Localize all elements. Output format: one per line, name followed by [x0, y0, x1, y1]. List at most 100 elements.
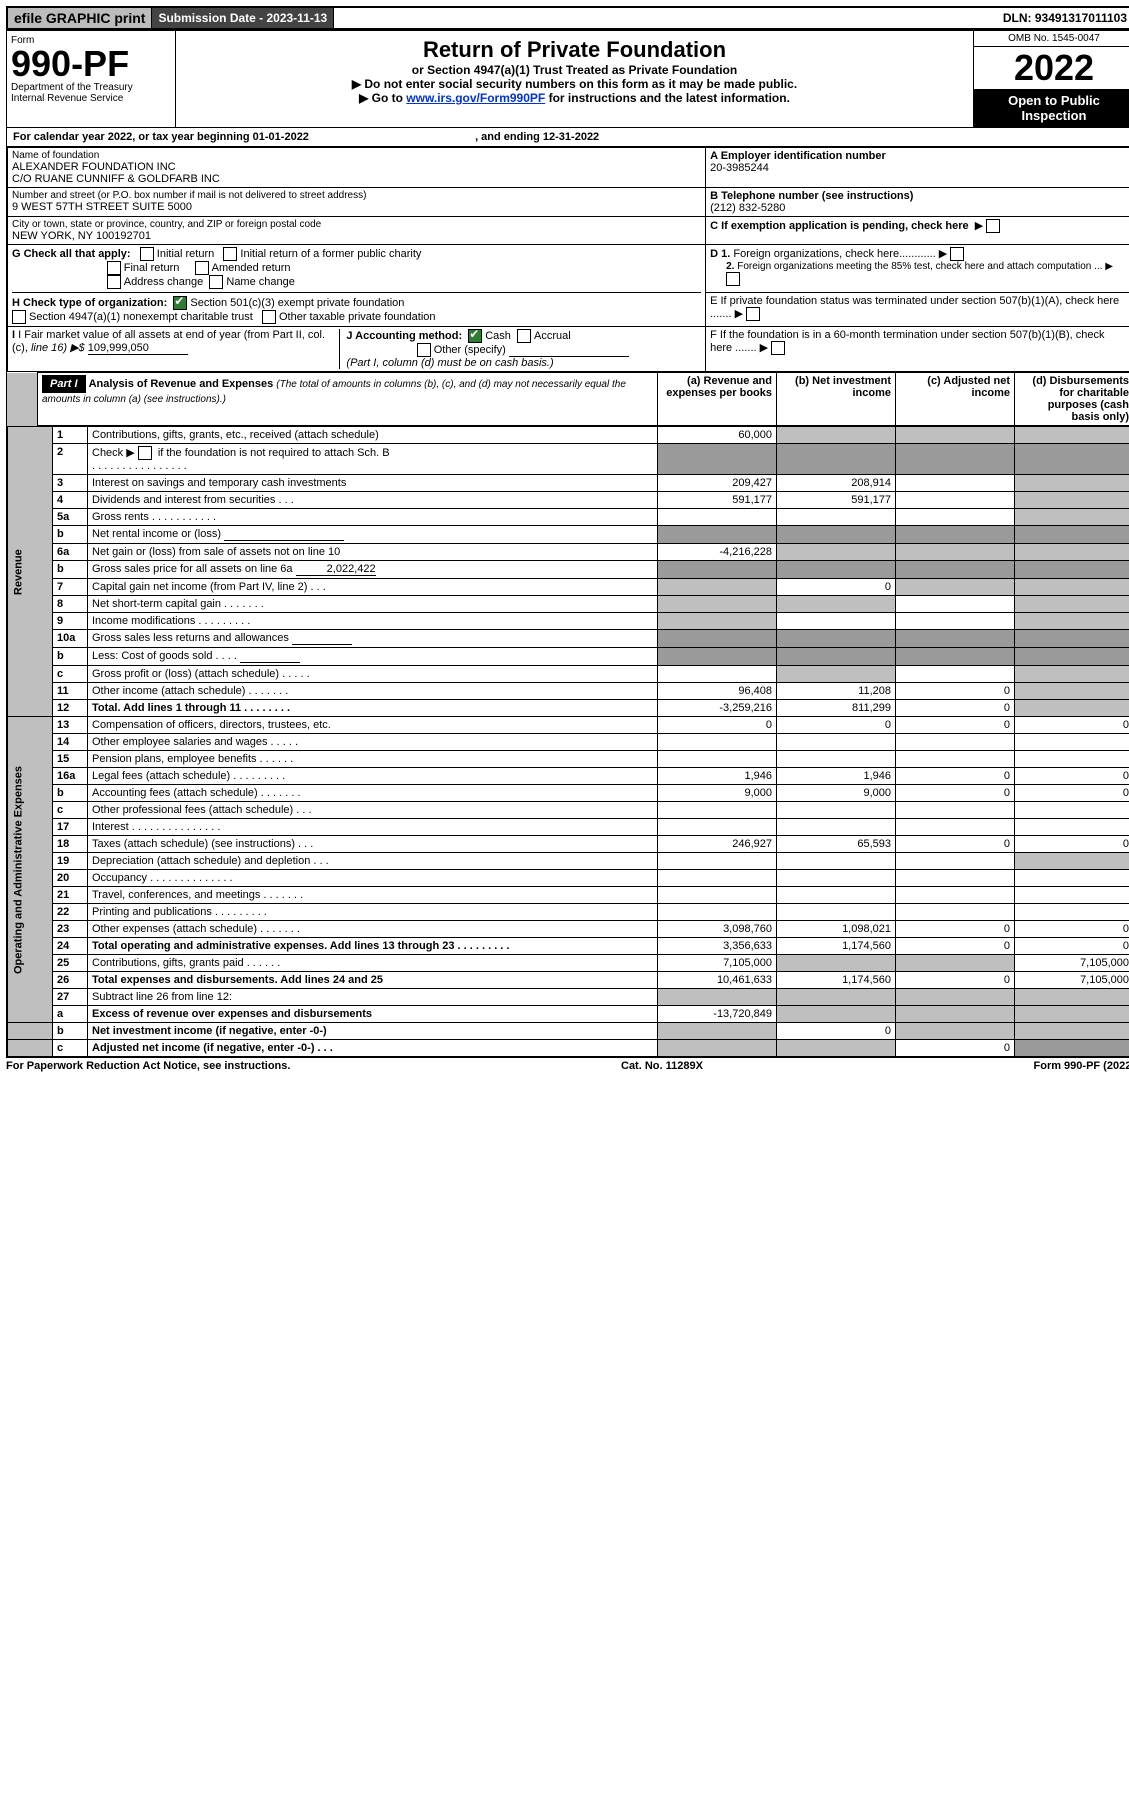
j-other-checkbox[interactable]: [417, 343, 431, 357]
calendar-year-line: For calendar year 2022, or tax year begi…: [7, 128, 1129, 147]
h-501c3-checkbox[interactable]: [173, 296, 187, 310]
form-subtitle: or Section 4947(a)(1) Trust Treated as P…: [182, 63, 967, 77]
i-line16: line 16) ▶$: [31, 342, 88, 354]
j-accrual-checkbox[interactable]: [517, 329, 531, 343]
table-row: cOther professional fees (attach schedul…: [8, 802, 1129, 819]
g-opt-2: Address change: [124, 276, 204, 288]
j-cash-checkbox[interactable]: [468, 329, 482, 343]
cal-end: 12-31-2022: [543, 131, 599, 143]
row-a: 60,000: [658, 427, 777, 444]
table-row: 15Pension plans, employee benefits . . .…: [8, 751, 1129, 768]
g-initial-former[interactable]: [223, 247, 237, 261]
city-value: NEW YORK, NY 100192701: [12, 230, 701, 242]
j-accrual: Accrual: [534, 330, 571, 342]
i-value: 109,999,050: [88, 342, 188, 355]
table-row: 22Printing and publications . . . . . . …: [8, 904, 1129, 921]
form-header: Form 990-PF Department of the Treasury I…: [7, 31, 1129, 128]
ein-label: A Employer identification number: [710, 150, 1129, 162]
c-checkbox[interactable]: [986, 219, 1000, 233]
table-row: 12Total. Add lines 1 through 11 . . . . …: [8, 700, 1129, 717]
top-bar: efile GRAPHIC print Submission Date - 20…: [6, 6, 1129, 30]
ein-value: 20-3985244: [710, 162, 1129, 174]
table-row: bAccounting fees (attach schedule) . . .…: [8, 785, 1129, 802]
table-row: 19Depreciation (attach schedule) and dep…: [8, 853, 1129, 870]
footer-right: Form 990-PF (2022): [1034, 1060, 1129, 1072]
d1-checkbox[interactable]: [950, 247, 964, 261]
open-public-badge: Open to Public Inspection: [974, 89, 1129, 127]
cal-begin: 01-01-2022: [253, 131, 309, 143]
h-opt-2: Other taxable private foundation: [279, 311, 436, 323]
g-address-change[interactable]: [107, 275, 121, 289]
page-footer: For Paperwork Reduction Act Notice, see …: [6, 1058, 1129, 1072]
dln: DLN: 93491317011103: [997, 8, 1129, 28]
revenue-side-label: Revenue: [8, 427, 53, 717]
irs: Internal Revenue Service: [11, 93, 171, 104]
col-b: (b) Net investment income: [777, 373, 896, 426]
table-row: cGross profit or (loss) (attach schedule…: [8, 666, 1129, 683]
note-ssn: ▶ Do not enter social security numbers o…: [182, 77, 967, 91]
j-note: (Part I, column (d) must be on cash basi…: [346, 357, 553, 369]
h-opt-0: Section 501(c)(3) exempt private foundat…: [190, 297, 404, 309]
e-label: E If private foundation status was termi…: [710, 295, 1119, 320]
note-pre: ▶ Go to: [359, 91, 406, 105]
dept: Department of the Treasury: [11, 82, 171, 93]
j-other: Other (specify): [434, 344, 506, 356]
table-row: 10aGross sales less returns and allowanc…: [8, 630, 1129, 648]
c-label: C If exemption application is pending, c…: [710, 220, 969, 232]
phone-value: (212) 832-5280: [710, 202, 1129, 214]
d2-checkbox[interactable]: [726, 272, 740, 286]
omb: OMB No. 1545-0047: [974, 31, 1129, 47]
table-row: 6aNet gain or (loss) from sale of assets…: [8, 544, 1129, 561]
h-4947-checkbox[interactable]: [12, 310, 26, 324]
d1-label: D 1. D 1. Foreign organizations, check h…: [710, 247, 1129, 261]
part1-header: Part I Analysis of Revenue and Expenses …: [7, 372, 1129, 426]
j-cash: Cash: [485, 330, 511, 342]
e-checkbox[interactable]: [746, 307, 760, 321]
tax-year: 2022: [974, 47, 1129, 89]
phone-label: B Telephone number (see instructions): [710, 190, 1129, 202]
g-opt-0: Initial return: [157, 248, 214, 260]
g-opt-5: Name change: [226, 276, 295, 288]
table-row: 25Contributions, gifts, grants paid . . …: [8, 955, 1129, 972]
footer-left: For Paperwork Reduction Act Notice, see …: [6, 1060, 290, 1072]
note-goto: ▶ Go to www.irs.gov/Form990PF for instru…: [182, 91, 967, 105]
table-row: 7Capital gain net income (from Part IV, …: [8, 579, 1129, 596]
submission-date: Submission Date - 2023-11-13: [152, 8, 334, 28]
efile-print-button[interactable]: efile GRAPHIC print: [8, 8, 152, 28]
table-row: 27Subtract line 26 from line 12:: [8, 989, 1129, 1006]
cal-pre: For calendar year 2022, or tax year begi…: [13, 131, 253, 143]
table-row: 16aLegal fees (attach schedule) . . . . …: [8, 768, 1129, 785]
g-amended[interactable]: [195, 261, 209, 275]
form-title: Return of Private Foundation: [182, 37, 967, 63]
table-row: bNet rental income or (loss): [8, 526, 1129, 544]
sch-b-checkbox[interactable]: [138, 446, 152, 460]
j-label: J Accounting method:: [346, 330, 462, 342]
d2-label: 2. Foreign organizations meeting the 85%…: [710, 261, 1129, 286]
table-row: 5aGross rents . . . . . . . . . . .: [8, 509, 1129, 526]
cal-mid: , and ending: [475, 131, 543, 143]
table-row: 26Total expenses and disbursements. Add …: [8, 972, 1129, 989]
g-name-change[interactable]: [209, 275, 223, 289]
h-other-checkbox[interactable]: [262, 310, 276, 324]
footer-mid: Cat. No. 11289X: [621, 1060, 703, 1072]
opex-side-label: Operating and Administrative Expenses: [8, 717, 53, 1023]
table-row: 21Travel, conferences, and meetings . . …: [8, 887, 1129, 904]
row-desc: Contributions, gifts, grants, etc., rece…: [88, 427, 658, 444]
table-row: 4Dividends and interest from securities …: [8, 492, 1129, 509]
table-row: bGross sales price for all assets on lin…: [8, 561, 1129, 579]
table-row: cAdjusted net income (if negative, enter…: [8, 1040, 1129, 1057]
table-row: 9Income modifications . . . . . . . . .: [8, 613, 1129, 630]
form990pf-link[interactable]: www.irs.gov/Form990PF: [406, 91, 545, 105]
f-checkbox[interactable]: [771, 341, 785, 355]
table-row: bLess: Cost of goods sold . . . .: [8, 648, 1129, 666]
city-label: City or town, state or province, country…: [12, 219, 701, 230]
table-row: 11Other income (attach schedule) . . . .…: [8, 683, 1129, 700]
row-desc: Check ▶ if the foundation is not require…: [88, 444, 658, 475]
h-label: H Check type of organization:: [12, 297, 167, 309]
g-opt-1: Final return: [124, 262, 180, 274]
f-label: F If the foundation is in a 60-month ter…: [710, 329, 1104, 354]
g-final-return[interactable]: [107, 261, 121, 275]
g-initial-return[interactable]: [140, 247, 154, 261]
foundation-name-2: C/O RUANE CUNNIFF & GOLDFARB INC: [12, 173, 701, 185]
col-c: (c) Adjusted net income: [896, 373, 1015, 426]
